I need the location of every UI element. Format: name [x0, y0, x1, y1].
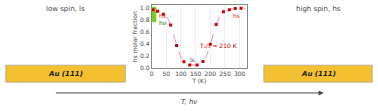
svg-text:T, hν: T, hν — [181, 98, 197, 106]
svg-text:hs: hs — [159, 12, 166, 19]
svg-text:1.0: 1.0 — [140, 4, 150, 11]
svg-text:0.8: 0.8 — [140, 16, 150, 23]
svg-text:0.0: 0.0 — [140, 64, 150, 71]
svg-text:0.2: 0.2 — [140, 52, 150, 59]
svg-text:0.4: 0.4 — [140, 40, 150, 47]
svg-text:hs molar fraction: hs molar fraction — [132, 11, 139, 62]
svg-text:T₁/₂ = 210 K: T₁/₂ = 210 K — [199, 42, 238, 49]
svg-text:hν: hν — [159, 19, 167, 26]
svg-text:300: 300 — [234, 70, 246, 77]
svg-text:0.6: 0.6 — [140, 28, 150, 35]
svg-text:hs: hs — [233, 12, 240, 19]
svg-text:250: 250 — [219, 70, 231, 77]
svg-text:T (K): T (K) — [191, 77, 206, 84]
svg-text:Au (111): Au (111) — [301, 70, 336, 78]
svg-text:low spin, ls: low spin, ls — [46, 5, 85, 13]
svg-text:0: 0 — [150, 70, 154, 77]
svg-text:ls: ls — [190, 56, 195, 63]
svg-text:100: 100 — [175, 70, 187, 77]
svg-text:50: 50 — [162, 70, 170, 77]
svg-text:high spin, hs: high spin, hs — [296, 5, 341, 13]
svg-text:200: 200 — [205, 70, 217, 77]
svg-text:Au (111): Au (111) — [48, 70, 83, 78]
svg-text:150: 150 — [190, 70, 202, 77]
